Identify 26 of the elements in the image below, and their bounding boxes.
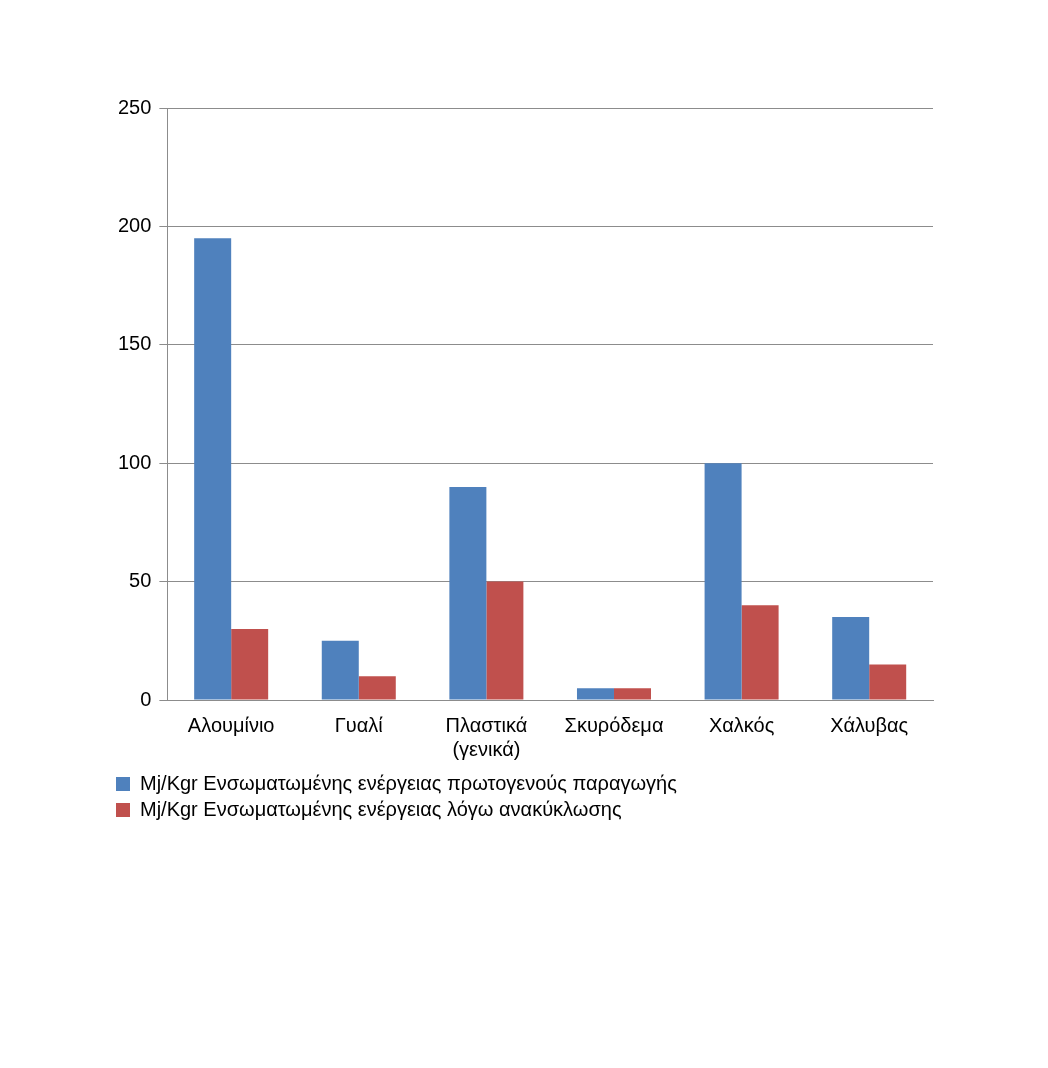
bar xyxy=(231,628,269,700)
bar xyxy=(449,486,487,700)
x-tick-label: Σκυρόδεμα xyxy=(564,713,664,736)
bar xyxy=(704,463,742,700)
legend-label: Mj/Kgr Ενσωματωμένης ενέργειας πρωτογενούς παραγωγής xyxy=(140,771,678,794)
bar xyxy=(486,581,524,700)
bar xyxy=(321,640,359,700)
bar xyxy=(741,605,779,700)
y-tick-label: 200 xyxy=(117,213,152,236)
bar xyxy=(832,617,870,700)
x-tick-label: Χαλκός xyxy=(708,713,775,736)
bar xyxy=(194,238,232,700)
bar xyxy=(358,676,396,700)
y-tick-label: 0 xyxy=(140,687,152,710)
y-tick-label: 50 xyxy=(129,569,152,592)
x-tick-label: Πλαστικά (γενικά) xyxy=(445,713,528,760)
legend-label: Mj/Kgr Ενσωματωμένης ενέργειας λόγω ανακύκλωσης xyxy=(140,797,622,820)
y-tick-label: 250 xyxy=(117,95,152,118)
x-tick-label: Αλουμίνιο xyxy=(187,713,275,736)
bar xyxy=(869,664,907,700)
bar xyxy=(613,688,651,700)
bar xyxy=(576,688,614,700)
x-tick-label: Γυαλί xyxy=(334,713,384,736)
y-tick-label: 100 xyxy=(117,450,152,473)
y-tick-label: 150 xyxy=(117,332,152,355)
x-tick-label: Χάλυβας xyxy=(830,713,909,736)
